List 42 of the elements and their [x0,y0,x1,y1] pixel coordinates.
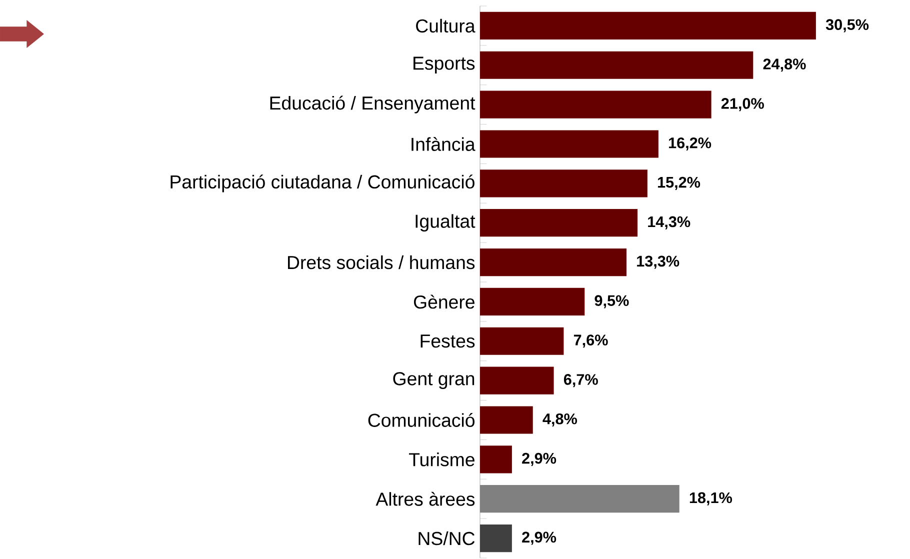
data-label: 7,6% [574,334,608,348]
bar [480,248,626,276]
y-tick-label: Altres àrees [376,492,475,506]
bar [480,51,754,79]
data-label: 13,3% [637,256,680,269]
data-label: 2,9% [522,452,556,466]
y-tick-label: Comunicació [368,413,474,427]
bar [480,288,585,316]
data-label: 14,3% [648,216,690,230]
y-tick-label: Turisme [408,452,474,466]
bar [480,12,816,40]
data-label: 16,2% [668,137,712,151]
bar [480,209,638,237]
data-label: 4,8% [542,413,577,427]
data-label: 21,0% [721,98,764,112]
data-label: 30,5% [826,19,869,32]
y-tick-label: Infància [412,137,476,151]
y-tick-label: Festes [420,334,475,348]
data-label: 9,5% [594,295,629,308]
bar [480,130,658,158]
y-tick-label: Drets socials / humans [288,255,475,270]
bar [480,90,712,118]
data-label: 2,9% [522,532,556,545]
y-tick-label: Educació / Ensenyament [270,96,476,114]
data-label: 24,8% [763,58,806,72]
y-tick-label: NS/NC [418,531,475,546]
y-tick-label: Esports [414,56,475,74]
bar [480,406,533,434]
bar [480,366,554,394]
bar [480,485,680,513]
bar [480,170,648,198]
bar [480,327,564,355]
bar [480,524,512,552]
data-label: 18,1% [690,492,732,506]
data-label: 6,7% [564,374,598,388]
bar [480,446,512,474]
y-tick-label: Igualtat [416,214,476,232]
y-tick-label: Cultura [416,18,476,33]
y-tick-label: Gent gran [393,372,474,390]
data-label: 15,2% [658,176,700,190]
y-tick-label: Gènere [414,294,474,309]
y-tick-label: Participació ciutadana / Comunicació [170,174,474,192]
